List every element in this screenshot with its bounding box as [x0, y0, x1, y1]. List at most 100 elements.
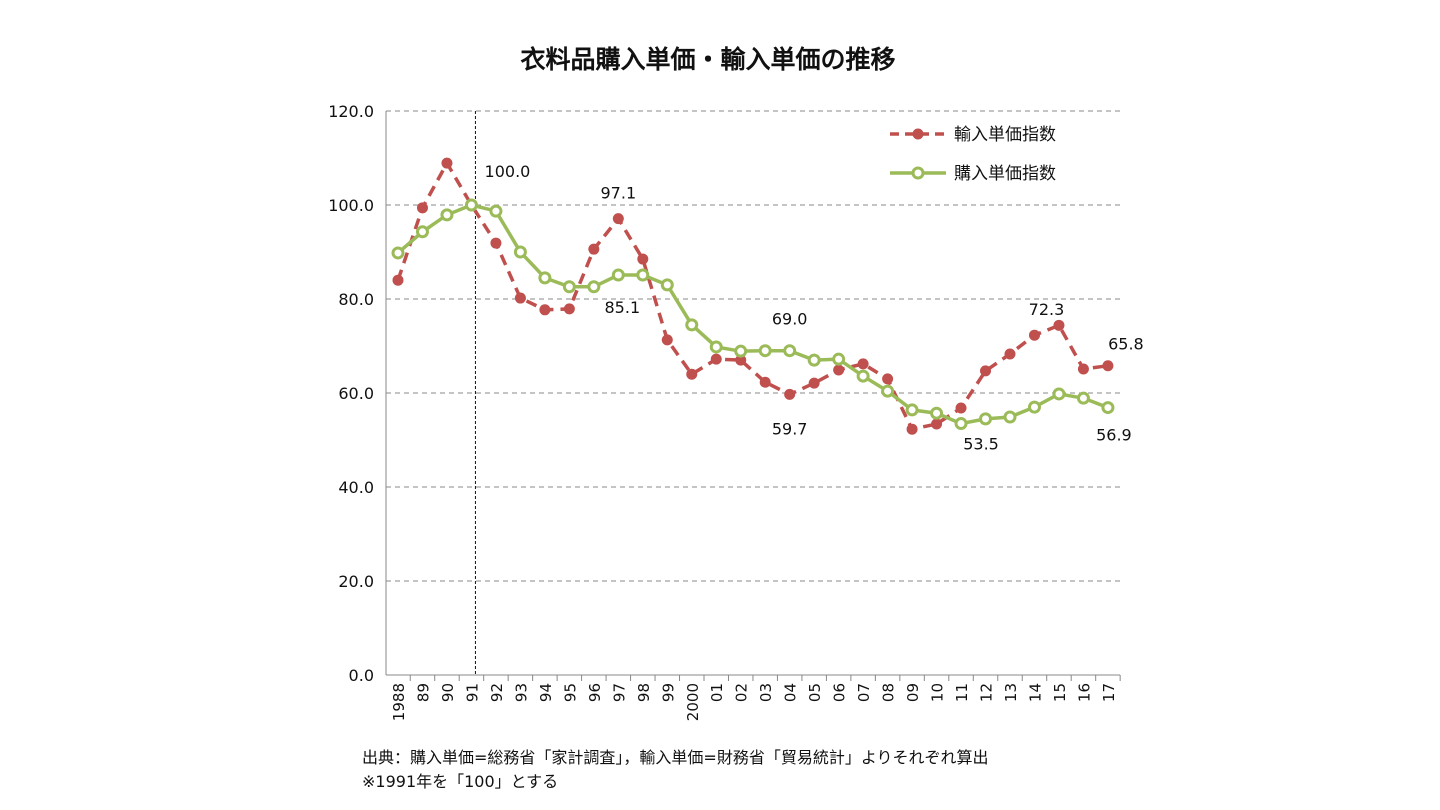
- data-point: [464, 198, 478, 212]
- data-point: [415, 225, 429, 239]
- x-tick-label: 2000: [684, 683, 702, 721]
- data-point: [759, 376, 771, 388]
- data-point: [441, 157, 453, 169]
- data-point: [392, 274, 404, 286]
- data-point: [709, 340, 723, 354]
- legend-marker: [911, 166, 925, 180]
- data-point: [783, 344, 797, 358]
- data-point: [1028, 329, 1040, 341]
- data-point: [1101, 401, 1115, 415]
- x-tick-label: 12: [978, 683, 996, 702]
- x-tick-label: 03: [757, 683, 775, 702]
- y-tick-label: 0.0: [349, 666, 374, 685]
- y-tick-label: 20.0: [338, 572, 374, 591]
- data-point: [661, 334, 673, 346]
- data-point: [979, 412, 993, 426]
- x-tick-label: 06: [831, 683, 849, 702]
- data-label: 97.1: [601, 184, 637, 203]
- data-label: 72.3: [1029, 300, 1065, 319]
- data-label: 53.5: [963, 435, 999, 454]
- data-point: [856, 369, 870, 383]
- data-point: [563, 303, 575, 315]
- x-tick-label: 07: [855, 683, 873, 702]
- data-point: [807, 353, 821, 367]
- data-point: [538, 271, 552, 285]
- legend-label: 輸入単価指数: [954, 125, 1056, 145]
- x-tick-label: 94: [537, 683, 555, 702]
- data-point: [489, 204, 503, 218]
- x-tick-label: 11: [953, 683, 971, 702]
- data-point: [686, 368, 698, 380]
- x-tick-label: 13: [1002, 683, 1020, 702]
- data-label: 69.0: [772, 310, 808, 329]
- data-point: [832, 352, 846, 366]
- y-tick-label: 40.0: [338, 478, 374, 497]
- x-tick-label: 02: [733, 683, 751, 702]
- chart-title: 衣料品購入単価・輸入単価の推移: [520, 45, 896, 74]
- x-tick-label: 95: [561, 683, 579, 702]
- data-point: [440, 208, 454, 222]
- data-point: [539, 304, 551, 316]
- data-point: [1004, 348, 1016, 360]
- data-label: 59.7: [772, 419, 808, 438]
- data-point: [1102, 360, 1114, 372]
- data-point: [954, 417, 968, 431]
- data-point: [857, 358, 869, 370]
- source-note: 出典：購入単価=総務省「家計調査」，輸入単価=財務省「貿易統計」よりそれぞれ算出: [362, 748, 989, 767]
- x-tick-label: 1988: [390, 683, 408, 721]
- x-tick-label: 09: [904, 683, 922, 702]
- data-point: [735, 354, 747, 366]
- data-point: [833, 364, 845, 376]
- legend-label: 購入単価指数: [954, 164, 1056, 184]
- data-label: 56.9: [1096, 426, 1132, 445]
- x-tick-label: 01: [708, 683, 726, 702]
- data-point: [587, 280, 601, 294]
- data-point: [710, 353, 722, 365]
- data-point: [931, 418, 943, 430]
- data-point: [905, 403, 919, 417]
- data-point: [637, 253, 649, 265]
- data-point: [636, 268, 650, 282]
- data-point: [660, 278, 674, 292]
- x-tick-label: 93: [512, 683, 530, 702]
- x-tick-label: 90: [439, 683, 457, 702]
- x-tick-label: 91: [463, 683, 481, 702]
- data-point: [1076, 391, 1090, 405]
- x-tick-label: 96: [586, 683, 604, 702]
- y-tick-label: 80.0: [338, 290, 374, 309]
- data-point: [562, 280, 576, 294]
- legend-marker: [912, 128, 924, 140]
- data-point: [930, 406, 944, 420]
- data-point: [611, 268, 625, 282]
- data-point: [881, 384, 895, 398]
- data-point: [882, 373, 894, 385]
- series-line-1: [396, 203, 1109, 426]
- data-point: [784, 388, 796, 400]
- data-point: [588, 243, 600, 255]
- data-label: 100.0: [485, 162, 531, 181]
- x-tick-label: 15: [1051, 683, 1069, 702]
- x-tick-label: 17: [1100, 683, 1118, 702]
- data-point: [906, 423, 918, 435]
- data-label: 85.1: [605, 298, 641, 317]
- x-tick-label: 97: [610, 683, 628, 702]
- x-tick-label: 99: [659, 683, 677, 702]
- data-point: [490, 237, 502, 249]
- series-line-0: [396, 159, 1109, 432]
- data-point: [391, 246, 405, 260]
- y-tick-label: 100.0: [328, 196, 374, 215]
- y-tick-label: 120.0: [328, 102, 374, 121]
- data-point: [758, 344, 772, 358]
- data-point: [980, 365, 992, 377]
- data-point: [734, 344, 748, 358]
- data-point: [612, 213, 624, 225]
- data-point: [955, 402, 967, 414]
- data-point: [1003, 410, 1017, 424]
- x-tick-label: 89: [414, 683, 432, 702]
- x-tick-label: 08: [880, 683, 898, 702]
- x-tick-label: 10: [929, 683, 947, 702]
- x-tick-label: 92: [488, 683, 506, 702]
- data-point: [416, 202, 428, 214]
- footnote: ※1991年を「100」とする: [362, 772, 559, 791]
- data-point: [685, 318, 699, 332]
